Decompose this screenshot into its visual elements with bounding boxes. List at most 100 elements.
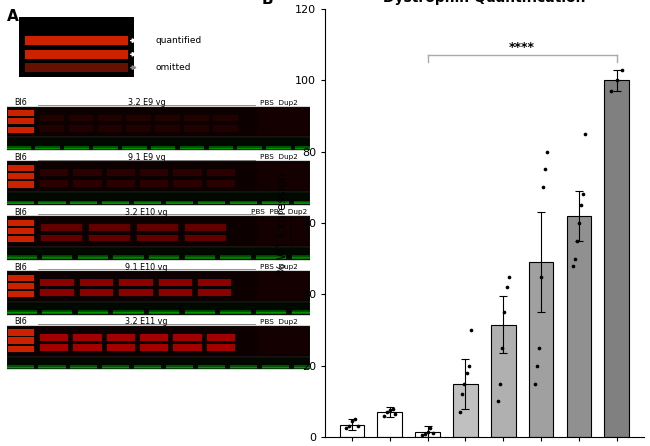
Bar (42, 310, 73, 312)
Bar (295, 146, 320, 149)
Bar (122, 146, 146, 149)
Bar (256, 310, 287, 312)
Bar (70, 365, 98, 367)
Bar (185, 125, 209, 132)
Bar (180, 147, 204, 149)
Bar (6, 146, 31, 148)
Bar (107, 180, 135, 186)
Point (538, 184, 548, 191)
Bar (42, 256, 73, 258)
Bar (40, 289, 74, 296)
Bar (114, 312, 144, 314)
Bar (262, 202, 289, 204)
Bar (6, 201, 34, 202)
Bar (295, 146, 320, 148)
Bar (185, 256, 215, 258)
Bar (220, 255, 251, 257)
Bar (8, 275, 34, 281)
Bar (185, 256, 215, 258)
Bar (89, 235, 130, 241)
Bar (114, 257, 144, 259)
Bar (283, 108, 308, 135)
Title: Dystrophin Quantification: Dystrophin Quantification (383, 0, 586, 5)
Bar (149, 311, 179, 313)
Bar (35, 146, 60, 149)
Bar (102, 367, 129, 369)
Bar (6, 367, 34, 369)
Bar (262, 202, 289, 204)
Bar (134, 366, 161, 368)
Bar (6, 202, 34, 204)
Text: A: A (6, 9, 18, 24)
Bar (8, 110, 34, 116)
Bar (6, 147, 31, 149)
Bar (207, 344, 235, 351)
Bar (140, 334, 168, 341)
Bar (38, 201, 66, 203)
Bar (220, 256, 251, 258)
Bar (8, 127, 34, 133)
Bar (6, 146, 31, 149)
Bar (6, 247, 309, 260)
Bar (294, 365, 321, 367)
Bar (8, 182, 34, 188)
Bar (6, 192, 309, 205)
Point (419, 430, 430, 437)
Bar (220, 310, 251, 312)
Bar (237, 148, 262, 149)
Bar (149, 310, 179, 312)
Bar (174, 344, 202, 351)
Bar (283, 327, 308, 355)
Bar (198, 366, 225, 368)
Bar (40, 334, 68, 341)
Bar (69, 115, 93, 121)
Bar (93, 147, 118, 149)
Text: Bl6: Bl6 (14, 263, 27, 272)
Bar (198, 365, 225, 367)
Bar (6, 310, 37, 312)
Text: Bl6: Bl6 (14, 153, 27, 162)
Bar (220, 310, 251, 313)
Bar (220, 256, 251, 258)
Bar (180, 146, 204, 149)
Bar (220, 257, 251, 259)
Bar (42, 257, 73, 259)
Point (576, 202, 586, 209)
Bar (230, 201, 257, 202)
Bar (237, 146, 262, 149)
Bar (70, 201, 98, 202)
Bar (40, 125, 64, 132)
Bar (69, 125, 93, 132)
Bar (114, 310, 144, 313)
Bar (180, 148, 204, 149)
Bar (491, 325, 515, 437)
Bar (6, 302, 309, 314)
Bar (64, 146, 89, 148)
Text: 9.1 E9 vg: 9.1 E9 vg (128, 153, 166, 162)
Bar (114, 255, 144, 257)
Bar (114, 310, 144, 312)
Bar (155, 125, 180, 132)
Bar (185, 235, 226, 241)
Bar (262, 365, 289, 367)
Bar (266, 146, 291, 148)
Bar (134, 365, 161, 367)
Bar (180, 146, 204, 148)
Bar (185, 312, 215, 314)
Bar (70, 202, 98, 204)
Bar (207, 169, 235, 176)
Bar (114, 256, 144, 258)
Bar (6, 201, 34, 203)
Bar (93, 147, 118, 149)
Bar (149, 255, 179, 257)
Bar (98, 115, 122, 121)
Bar (38, 366, 66, 368)
Bar (73, 169, 101, 176)
Bar (134, 365, 161, 367)
Bar (185, 310, 215, 312)
Bar (185, 311, 215, 313)
Point (390, 410, 400, 417)
Bar (8, 220, 34, 226)
Bar (292, 257, 322, 259)
Bar (40, 344, 68, 351)
